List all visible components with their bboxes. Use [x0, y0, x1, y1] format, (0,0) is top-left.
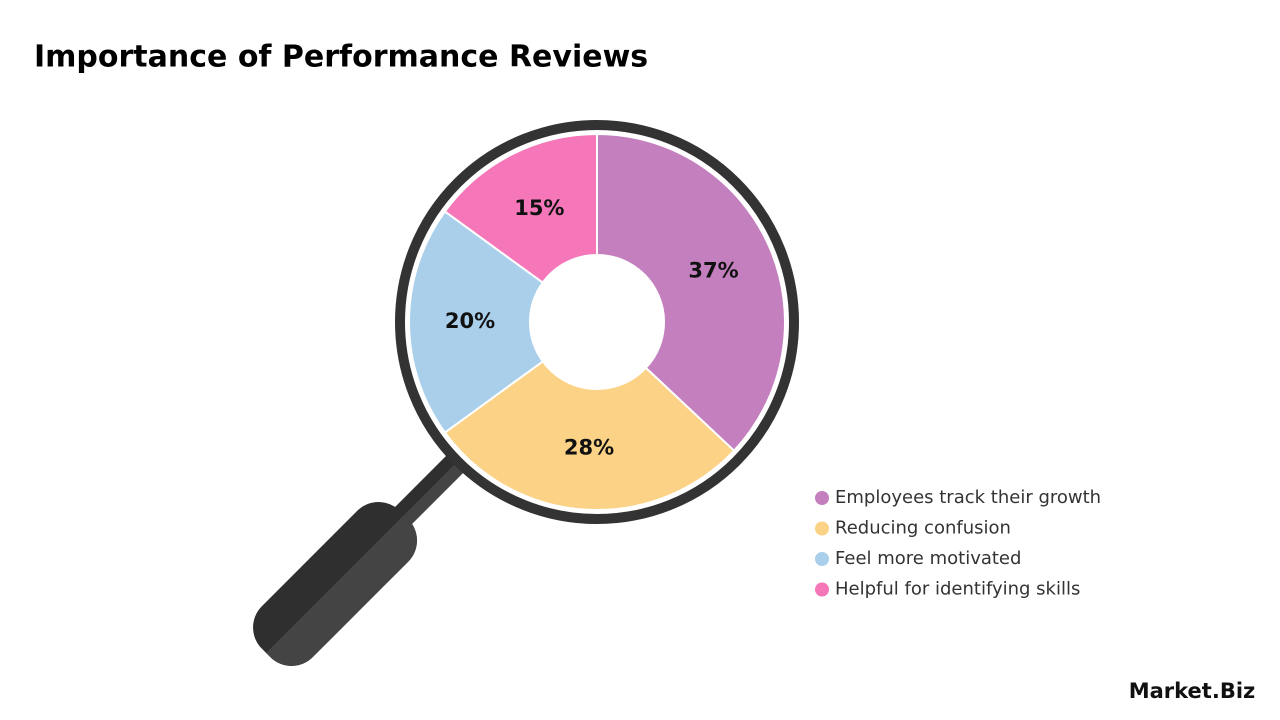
legend-label: Reducing confusion	[835, 518, 1011, 539]
data-label: 28%	[564, 436, 614, 460]
data-label: 20%	[445, 309, 495, 333]
legend-label: Employees track their growth	[835, 487, 1101, 508]
handle-grip-shade	[266, 515, 417, 666]
chart-title: Importance of Performance Reviews	[34, 40, 648, 75]
pie-slice	[443, 359, 736, 511]
logo: Market.Biz	[1129, 679, 1256, 703]
pie-slice	[596, 132, 786, 453]
handle-neck-shade	[400, 451, 477, 528]
pie-slice	[408, 210, 545, 434]
legend-label: Helpful for identifying skills	[835, 579, 1080, 600]
data-label: 37%	[688, 259, 738, 283]
legend-swatch	[815, 552, 829, 566]
legend-swatch	[815, 521, 829, 536]
pie-slice	[443, 132, 598, 285]
data-label: 15%	[514, 196, 564, 220]
legend-label: Feel more motivated	[835, 548, 1021, 569]
legend-swatch	[815, 491, 829, 505]
legend-swatch	[815, 582, 829, 597]
